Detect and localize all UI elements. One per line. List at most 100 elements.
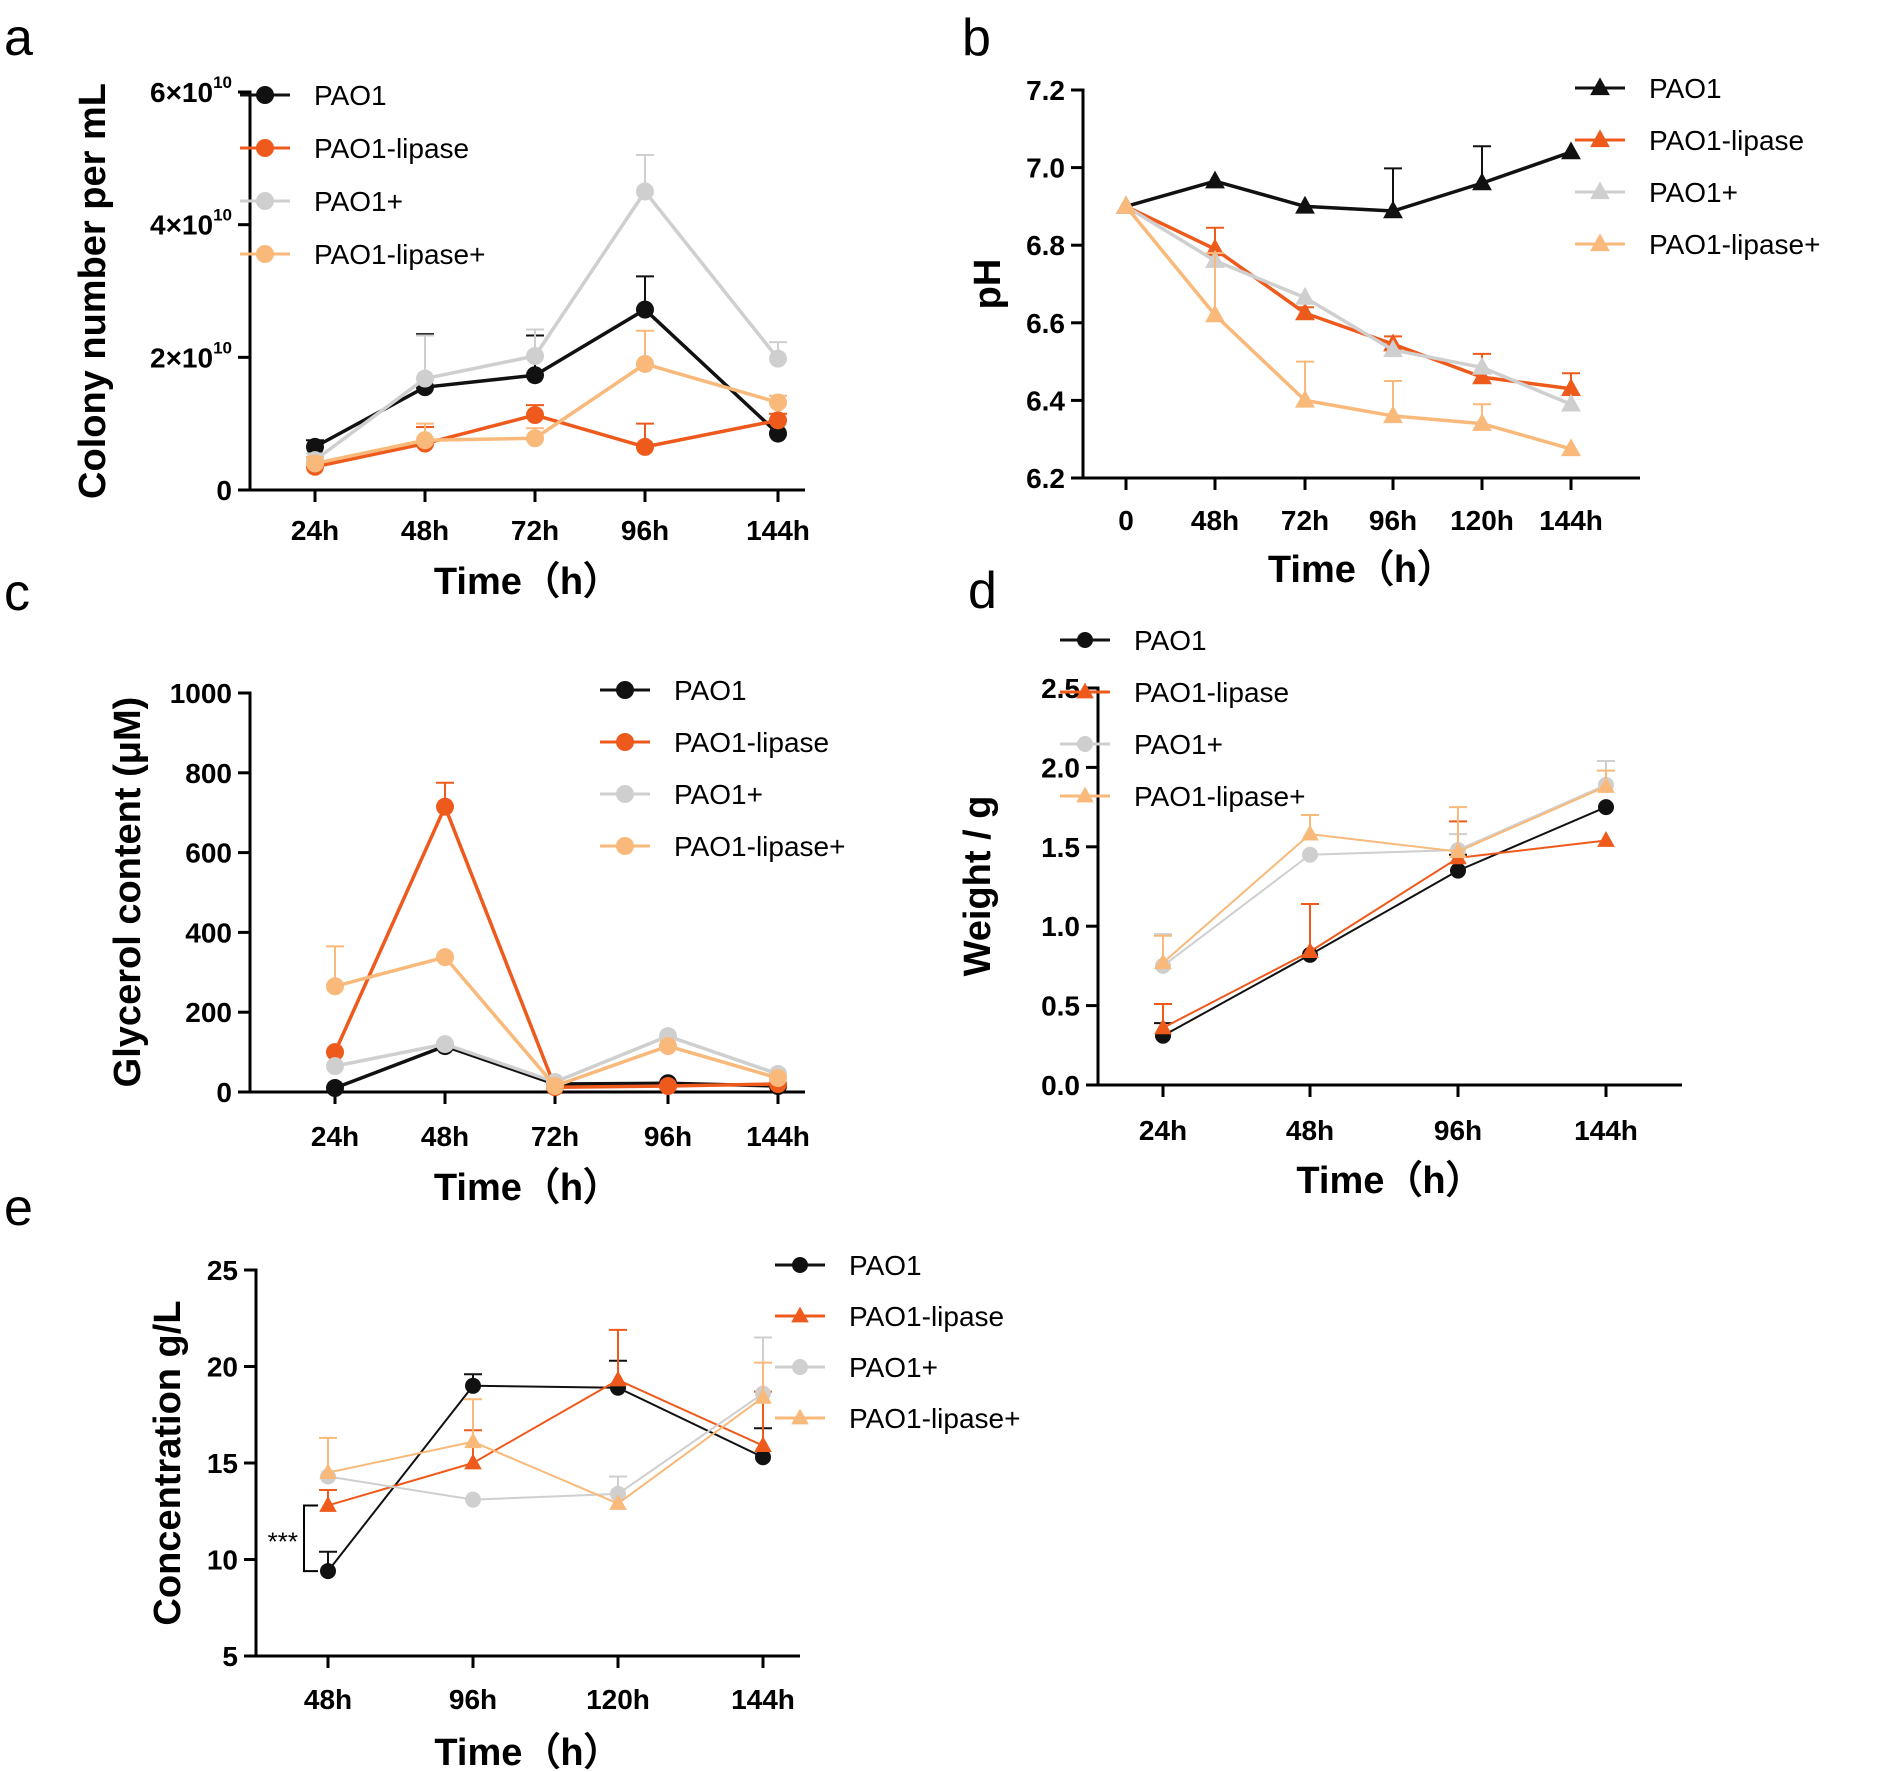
legend-item: PAO1+ [240,186,403,217]
x-tick-label: 48h [1286,1115,1334,1146]
data-point [306,454,324,473]
x-axis-title: Time（h） [434,1167,621,1209]
legend-item: PAO1 [600,675,747,706]
legend-label: PAO1+ [314,186,403,217]
y-tick-label: 0 [216,475,232,506]
legend-marker [1076,786,1094,803]
data-point [754,1436,772,1453]
x-tick-label: 0 [1118,505,1134,536]
series-pao1-lipase-plus [306,329,787,473]
legend-marker [1590,181,1610,200]
data-point [1205,304,1225,323]
data-point [636,354,654,373]
data-point [526,406,544,425]
legend-label: PAO1-lipase+ [1649,229,1820,260]
data-point [1472,413,1492,431]
data-point [326,1057,344,1076]
data-point [320,1563,336,1580]
legend-marker [792,1257,808,1273]
legend-item: PAO1-lipase+ [1575,229,1820,260]
data-point [436,797,454,816]
series-line [1124,205,1572,451]
x-tick-label: 48h [1191,505,1239,536]
data-point [636,300,654,319]
data-point [326,1079,344,1098]
series-line [327,1384,764,1572]
legend-marker [1077,736,1093,752]
data-point [1472,172,1492,191]
data-point [1561,438,1581,457]
x-tick-label: 96h [644,1121,692,1152]
y-tick-label-exponent: 10 [213,206,232,225]
x-tick-label: 24h [1139,1115,1187,1146]
y-tick-label-base: 4×10 [150,210,213,241]
y-tick-label: 800 [185,758,232,789]
data-point [465,1377,481,1394]
legend-marker [256,86,274,104]
data-point [1154,953,1172,970]
y-axis-title: Weight / g [957,796,999,977]
data-point [769,1069,787,1088]
legend-marker [616,837,634,855]
data-point [754,1387,772,1404]
data-point [1383,200,1403,219]
legend-item: PAO1+ [1575,177,1738,208]
data-point [1205,238,1225,257]
legend-item: PAO1-lipase+ [600,831,845,862]
y-tick-label: 20 [207,1352,238,1383]
y-tick-label: 2.5 [1041,673,1080,704]
data-point [546,1077,564,1096]
legend-marker [1077,632,1093,648]
legend-label: PAO1-lipase+ [849,1403,1020,1434]
data-point [1301,824,1319,841]
data-point [1383,405,1403,424]
data-point [326,977,344,996]
x-tick-label: 24h [311,1121,359,1152]
legend-item: PAO1+ [600,779,763,810]
y-tick-label: 7.0 [1026,153,1065,184]
legend-marker [256,139,274,157]
legend-label: PAO1 [1649,73,1722,104]
y-tick-label-base: 2×10 [150,342,213,373]
data-point [659,1077,677,1096]
legend-marker [1076,682,1094,699]
legend-item: PAO1 [240,80,387,111]
data-point [1450,862,1466,879]
y-tick-label: 6.8 [1026,230,1065,261]
legend-item: PAO1+ [775,1352,938,1383]
data-point [1116,195,1136,214]
y-tick-label-exponent: 10 [213,338,232,357]
series-pao1-lipase-plus [1116,195,1581,457]
series-pao1-lipase [306,404,787,476]
data-point [464,1432,482,1449]
series-pao1-lipase-plus [326,945,787,1096]
panel-letter: a [4,9,33,67]
legend-label: PAO1 [674,675,747,706]
legend-label: PAO1-lipase [674,727,829,758]
data-point [416,431,434,450]
x-tick-label: 144h [1574,1115,1638,1146]
data-point [416,369,434,388]
y-tick-label: 400 [185,917,232,948]
legend-label: PAO1+ [674,779,763,810]
x-tick-label: 72h [1281,505,1329,536]
y-axis-title: Glycerol content (μM) [107,697,149,1088]
chart-panel-c: c 0 200 400 600 800 1000 24h 48h 72h 96h 144h Time（h… [4,564,845,1209]
y-tick-label: 2.0 [1041,752,1080,783]
x-axis-title: Time（h） [434,561,621,603]
series-line [1162,783,1607,967]
y-tick-label: 10 [207,1545,238,1576]
x-tick-label: 120h [586,1684,650,1715]
data-point [769,349,787,368]
panel-letter: c [4,564,30,622]
legend-item: PAO1 [1060,625,1207,656]
data-point [769,393,787,412]
legend-item: PAO1-lipase [240,133,469,164]
data-point [436,948,454,967]
data-point [1295,389,1315,408]
legend-marker [791,1306,809,1323]
panel-letter: d [968,562,997,620]
y-tick-label-base: 6×10 [150,77,213,108]
series-line [327,1379,764,1507]
series-line [334,955,779,1088]
